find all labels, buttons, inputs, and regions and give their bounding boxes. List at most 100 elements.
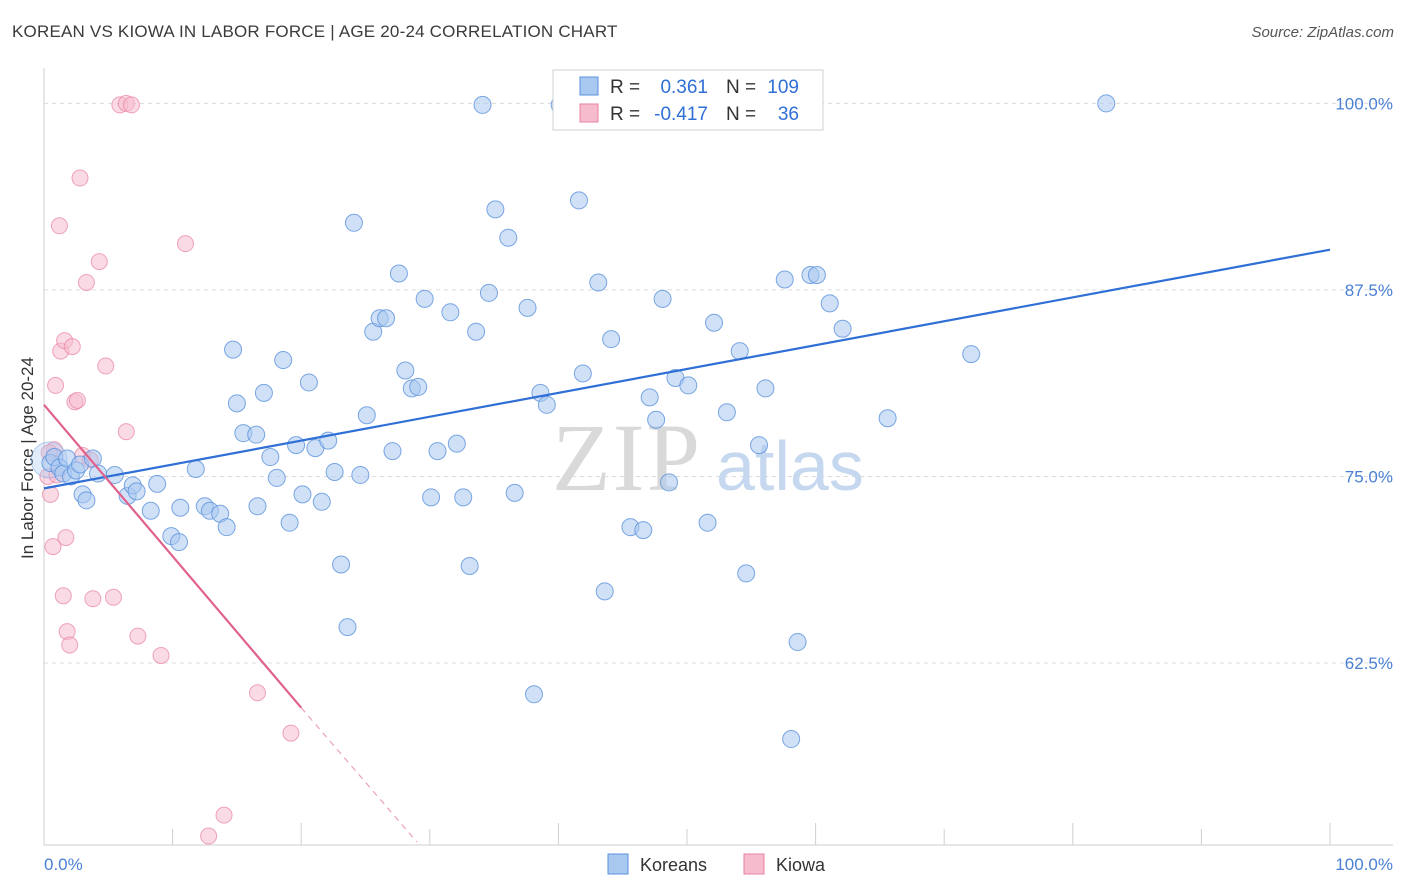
korean-point-75 [569, 191, 588, 210]
korean-point-84 [653, 289, 672, 308]
kiowa-point-13 [63, 338, 81, 356]
bottom-legend-label-kiowa: Kiowa [776, 855, 826, 875]
korean-point-36 [287, 436, 306, 455]
x-tick-label-1: 100.0% [1335, 855, 1393, 874]
korean-point-65 [479, 283, 498, 302]
kiowa-point-27 [122, 96, 140, 114]
korean-point-85 [659, 473, 678, 492]
korean-point-76 [573, 364, 592, 383]
korean-trend-line [43, 248, 1331, 490]
korean-point-59 [441, 303, 460, 322]
y-tick-label-3: 100.0% [1335, 94, 1393, 113]
kiowa-point-34 [282, 724, 300, 742]
korean-point-101 [820, 294, 839, 313]
korean-point-17 [148, 474, 167, 493]
korean-point-40 [312, 492, 331, 511]
korean-point-90 [705, 313, 724, 332]
bottom-legend-swatch-koreans [607, 853, 629, 875]
korean-points [30, 94, 1116, 749]
kiowa-point-28 [129, 627, 147, 645]
kiowa-point-25 [117, 423, 135, 441]
y-axis-label: In Labor Force | Age 20-24 [18, 357, 37, 559]
korean-point-46 [351, 465, 370, 484]
korean-point-103 [878, 409, 897, 428]
watermark: ZIP atlas [552, 404, 864, 511]
korean-point-47 [357, 406, 376, 425]
y-tick-labels: 62.5% 75.0% 87.5% 100.0% [1335, 94, 1393, 673]
korean-point-100 [807, 266, 826, 285]
korean-point-55 [409, 377, 428, 396]
kiowa-point-8 [54, 587, 72, 605]
legend-top: R = 0.361 N = 109 R = -0.417 N = 36 [552, 69, 824, 131]
korean-point-19 [170, 533, 189, 552]
kiowa-point-22 [97, 357, 115, 375]
korean-point-91 [717, 403, 736, 422]
y-tick-label-1: 75.0% [1345, 467, 1393, 486]
korean-point-79 [602, 330, 621, 349]
korean-point-61 [454, 488, 473, 507]
kiowa-point-21 [90, 253, 108, 271]
legend-r-label-koreans: R = [610, 77, 640, 98]
kiowa-point-32 [215, 806, 233, 824]
y-tick-label-0: 62.5% [1345, 654, 1393, 673]
legend-r-label-kiowa: R = [610, 104, 640, 125]
korean-point-88 [679, 376, 698, 395]
x-tick-label-0: 0.0% [44, 855, 83, 874]
korean-point-37 [293, 485, 312, 504]
legend-n-value-kiowa: 36 [778, 104, 799, 125]
y-tick-label-2: 87.5% [1345, 281, 1393, 300]
korean-point-38 [299, 373, 318, 392]
korean-point-58 [428, 442, 447, 461]
korean-point-16 [141, 501, 160, 520]
korean-point-45 [344, 213, 363, 232]
kiowa-point-23 [104, 588, 122, 606]
korean-point-27 [227, 394, 246, 413]
trend-lines [43, 248, 1331, 843]
legend-r-value-kiowa: -0.417 [654, 104, 708, 125]
korean-point-51 [383, 442, 402, 461]
korean-point-82 [640, 388, 659, 407]
korean-point-63 [467, 322, 486, 341]
korean-point-93 [737, 564, 756, 583]
korean-point-42 [325, 462, 344, 481]
korean-point-67 [499, 228, 518, 247]
korean-point-81 [634, 521, 653, 540]
kiowa-point-30 [176, 235, 194, 253]
korean-point-62 [460, 556, 479, 575]
korean-point-64 [473, 95, 492, 114]
korean-point-43 [332, 555, 351, 574]
korean-point-25 [217, 518, 236, 537]
kiowa-point-6 [50, 217, 68, 235]
kiowa-point-20 [84, 590, 102, 608]
kiowa-point-33 [248, 684, 266, 702]
legend-n-label-koreans: N = [726, 77, 756, 98]
korean-point-26 [224, 340, 243, 359]
korean-point-83 [647, 410, 666, 429]
legend-n-value-koreans: 109 [767, 77, 799, 98]
kiowa-trend-line [43, 404, 303, 709]
korean-point-21 [186, 459, 205, 478]
korean-point-50 [377, 309, 396, 328]
korean-point-35 [280, 513, 299, 532]
korean-point-32 [261, 448, 280, 467]
korean-point-30 [248, 497, 267, 516]
korean-point-31 [254, 383, 273, 402]
korean-point-10 [83, 449, 102, 468]
watermark-atlas: atlas [716, 427, 864, 505]
kiowa-point-10 [57, 529, 75, 547]
korean-point-66 [486, 200, 505, 219]
kiowa-point-4 [47, 376, 65, 394]
legend-swatch-kiowa [579, 103, 599, 123]
korean-point-33 [267, 468, 286, 487]
kiowa-trend-extension [300, 707, 418, 843]
kiowa-point-2 [44, 538, 62, 556]
korean-point-60 [447, 434, 466, 453]
legend-swatch-koreans [579, 76, 599, 96]
kiowa-point-16 [71, 169, 89, 187]
korean-point-20 [171, 498, 190, 517]
korean-point-52 [389, 264, 408, 283]
korean-point-104 [962, 345, 981, 364]
watermark-zip: ZIP [552, 404, 702, 511]
bottom-legend-swatch-kiowa [743, 853, 765, 875]
korean-point-56 [415, 289, 434, 308]
